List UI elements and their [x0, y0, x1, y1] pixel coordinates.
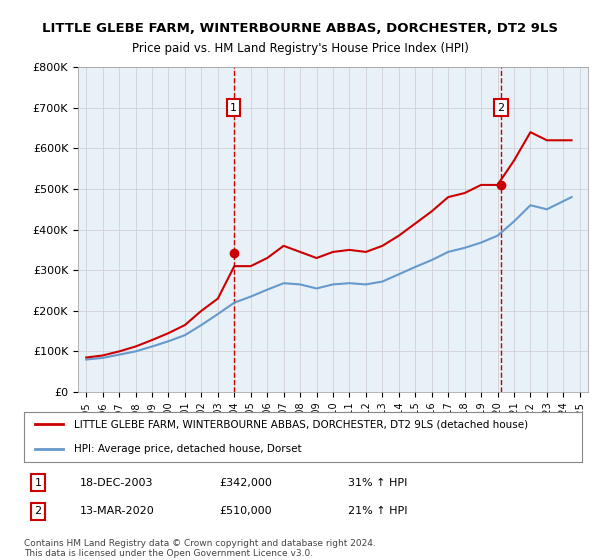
- Text: This data is licensed under the Open Government Licence v3.0.: This data is licensed under the Open Gov…: [24, 549, 313, 558]
- Text: LITTLE GLEBE FARM, WINTERBOURNE ABBAS, DORCHESTER, DT2 9LS (detached house): LITTLE GLEBE FARM, WINTERBOURNE ABBAS, D…: [74, 419, 529, 429]
- Text: LITTLE GLEBE FARM, WINTERBOURNE ABBAS, DORCHESTER, DT2 9LS: LITTLE GLEBE FARM, WINTERBOURNE ABBAS, D…: [42, 22, 558, 35]
- Text: Contains HM Land Registry data © Crown copyright and database right 2024.: Contains HM Land Registry data © Crown c…: [24, 539, 376, 548]
- Text: HPI: Average price, detached house, Dorset: HPI: Average price, detached house, Dors…: [74, 445, 302, 454]
- Text: 2: 2: [497, 103, 504, 113]
- Text: Price paid vs. HM Land Registry's House Price Index (HPI): Price paid vs. HM Land Registry's House …: [131, 42, 469, 55]
- Text: 1: 1: [230, 103, 237, 113]
- Text: 2: 2: [34, 506, 41, 516]
- Text: 31% ↑ HPI: 31% ↑ HPI: [347, 478, 407, 488]
- Text: 21% ↑ HPI: 21% ↑ HPI: [347, 506, 407, 516]
- Text: £510,000: £510,000: [220, 506, 272, 516]
- Text: 13-MAR-2020: 13-MAR-2020: [80, 506, 155, 516]
- Text: 18-DEC-2003: 18-DEC-2003: [80, 478, 154, 488]
- Text: 1: 1: [34, 478, 41, 488]
- Text: £342,000: £342,000: [220, 478, 272, 488]
